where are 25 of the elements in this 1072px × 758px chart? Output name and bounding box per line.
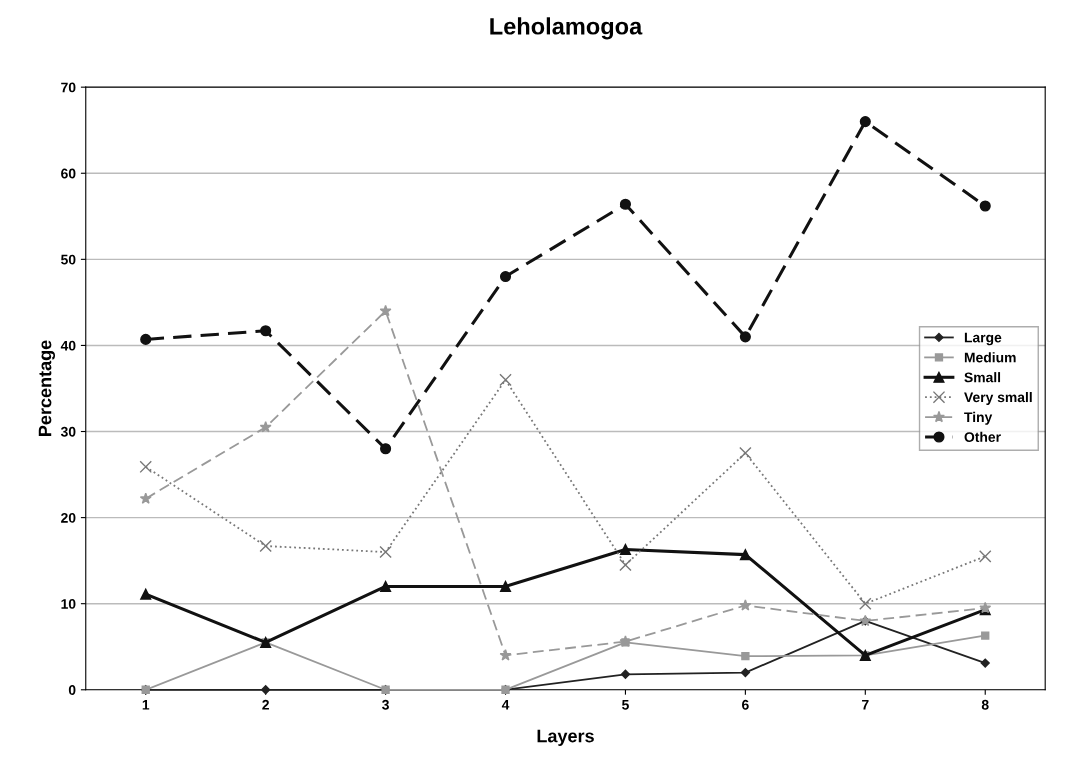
x-axis-title: Layers	[537, 729, 594, 746]
x-tick-label: 5	[622, 700, 629, 710]
x-tick-label: 3	[382, 699, 389, 710]
y-tick-label: 30	[60, 426, 76, 437]
y-tick-label: 20	[61, 512, 76, 523]
legend-label: Other	[964, 431, 1001, 442]
x-tick-label: 8	[981, 699, 989, 710]
x-tick-label: 4	[501, 700, 510, 710]
legend-label: Large	[964, 332, 1002, 346]
y-tick-label: 60	[61, 168, 76, 179]
y-axis-title: Percentage	[38, 340, 56, 436]
legend-label: Tiny	[964, 411, 993, 425]
legend-label: Small	[964, 372, 1001, 383]
y-tick-label: 0	[68, 685, 76, 695]
y-tick-label: 50	[61, 254, 76, 265]
y-tick-label: 70	[61, 82, 76, 93]
y-tick-label: 40	[60, 340, 76, 351]
legend-label: Medium	[964, 352, 1016, 363]
y-tick-label: 10	[61, 599, 76, 609]
x-tick-label: 6	[742, 699, 749, 710]
chart-title: Leholamogoa	[490, 17, 643, 40]
x-tick-label: 2	[262, 699, 269, 710]
x-tick-label: 7	[862, 700, 869, 710]
x-tick-label: 1	[142, 700, 150, 710]
legend-label: Very small	[964, 391, 1032, 405]
